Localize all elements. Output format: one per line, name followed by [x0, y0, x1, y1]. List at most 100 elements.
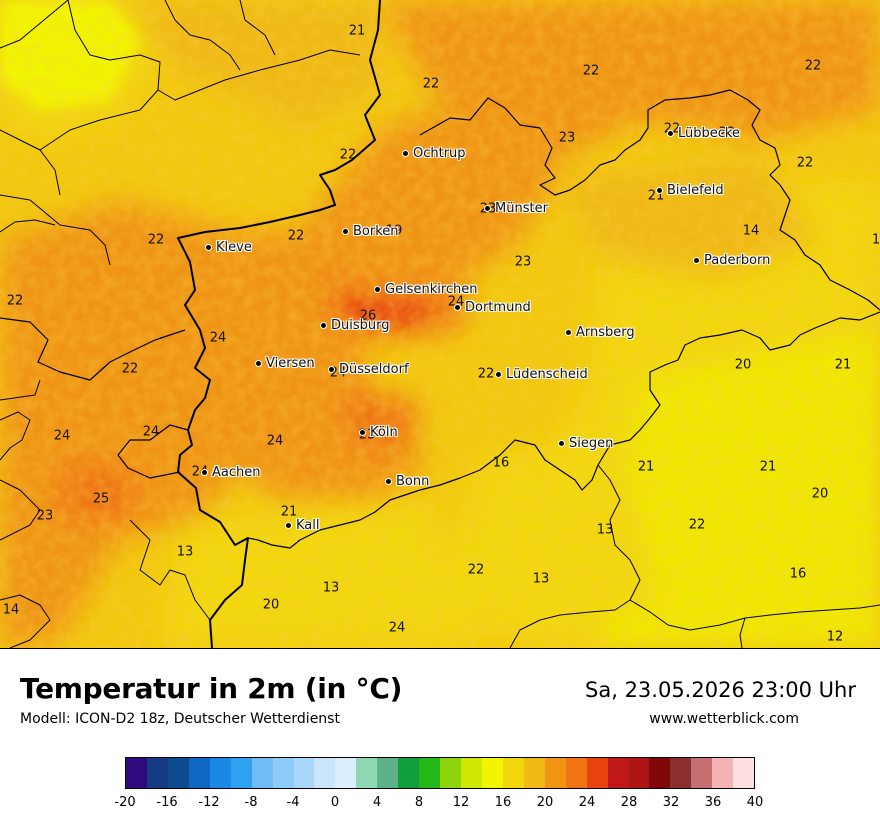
city-marker	[402, 150, 409, 157]
city-marker	[385, 478, 392, 485]
temp-value: 22	[147, 232, 165, 248]
legend-swatch	[356, 758, 378, 788]
city-luebbecke[interactable]: Lübbecke	[667, 127, 740, 141]
legend-tick-label: 24	[578, 795, 596, 810]
temp-value: 22	[582, 63, 600, 79]
legend-swatch	[440, 758, 461, 788]
city-duesseldorf[interactable]: Düsseldorf	[328, 363, 409, 377]
city-marker	[495, 371, 502, 378]
legend-swatch	[461, 758, 482, 788]
city-kleve[interactable]: Kleve	[205, 241, 252, 255]
city-gelsenkirchen[interactable]: Gelsenkirchen	[374, 283, 478, 297]
temp-value: 21	[348, 23, 366, 39]
temperature-map[interactable]: 21 22 22 22 23 22 22 22 22 19 23 22 23 2…	[0, 0, 880, 649]
temp-value: 22	[796, 155, 814, 171]
temp-value: 25	[92, 491, 110, 507]
temp-value: 22	[287, 228, 305, 244]
city-siegen[interactable]: Siegen	[558, 437, 613, 451]
legend-tick-label: -4	[286, 795, 300, 810]
legend-tick-label: 36	[704, 795, 722, 810]
model-info: Modell: ICON-D2 18z, Deutscher Wetterdie…	[20, 711, 340, 727]
city-label: Kleve	[216, 240, 252, 255]
temp-value: 22	[688, 517, 706, 533]
city-luedenscheid[interactable]: Lüdenscheid	[495, 368, 588, 382]
city-marker	[558, 440, 565, 447]
temp-value: 22	[477, 366, 495, 382]
city-marker	[201, 469, 208, 476]
city-label: Lübbecke	[678, 126, 740, 141]
city-viersen[interactable]: Viersen	[255, 357, 315, 371]
city-label: Bonn	[396, 474, 430, 489]
legend-swatch	[398, 758, 420, 788]
map-title: Temperatur in 2m (in °C)	[20, 672, 403, 705]
city-label: Duisburg	[331, 318, 390, 333]
city-marker	[656, 187, 663, 194]
legend-swatch	[251, 758, 273, 788]
city-marker	[342, 228, 349, 235]
website-link[interactable]: www.wetterblick.com	[649, 711, 799, 727]
city-marker	[255, 360, 262, 367]
legend-swatch	[293, 758, 315, 788]
city-duisburg[interactable]: Duisburg	[320, 319, 390, 333]
temp-value: 19	[385, 223, 403, 239]
city-paderborn[interactable]: Paderborn	[693, 254, 770, 268]
temp-value: 13	[596, 522, 614, 538]
temp-value: 14	[2, 602, 20, 618]
map-canvas	[0, 0, 880, 648]
temp-value: 14	[742, 223, 760, 239]
temp-value: 16	[789, 566, 807, 582]
temp-value: 13	[532, 571, 550, 587]
legend-swatch	[523, 758, 545, 788]
city-bielefeld[interactable]: Bielefeld	[656, 184, 724, 198]
city-marker	[693, 257, 700, 264]
city-bonn[interactable]: Bonn	[385, 475, 429, 489]
city-label: Borken	[353, 224, 399, 239]
legend-tick-label: 4	[372, 795, 382, 810]
legend-swatch	[649, 758, 671, 788]
city-marker	[374, 286, 381, 293]
city-marker	[484, 205, 491, 212]
city-ochtrup[interactable]: Ochtrup	[402, 147, 466, 161]
legend-swatch	[126, 758, 147, 788]
legend-swatch	[188, 758, 210, 788]
legend-swatch	[335, 758, 357, 788]
city-dortmund[interactable]: Dortmund	[454, 301, 531, 315]
city-label: Lüdenscheid	[506, 367, 588, 382]
temp-value: 24	[388, 620, 406, 636]
city-label: Düsseldorf	[339, 362, 409, 377]
legend-swatch	[544, 758, 566, 788]
temp-value: 24	[209, 330, 227, 346]
legend-tick-label: -8	[244, 795, 258, 810]
legend-swatch	[419, 758, 441, 788]
legend-tick-label: 8	[414, 795, 424, 810]
legend-tick-label: 20	[536, 795, 554, 810]
city-marker	[667, 130, 674, 137]
legend-swatch	[712, 758, 734, 788]
temp-value: 13	[176, 544, 194, 560]
temp-value: 22	[718, 125, 736, 141]
city-label: Siegen	[569, 436, 614, 451]
legend-swatch	[502, 758, 524, 788]
legend-swatch	[691, 758, 713, 788]
temp-value: 24	[266, 433, 284, 449]
temp-value: 22	[804, 58, 822, 74]
city-koeln[interactable]: Köln	[359, 426, 398, 440]
city-marker	[359, 429, 366, 436]
city-kall[interactable]: Kall	[285, 519, 320, 533]
legend-swatch	[377, 758, 399, 788]
legend-swatch	[314, 758, 336, 788]
legend-swatch	[670, 758, 692, 788]
city-borken[interactable]: Borken	[342, 225, 399, 239]
temp-value: 22	[467, 562, 485, 578]
temp-value: 26	[359, 308, 377, 324]
temp-value: 23	[558, 130, 576, 146]
city-aachen[interactable]: Aachen	[201, 466, 260, 480]
temp-value: 22	[339, 147, 357, 163]
city-marker	[205, 244, 212, 251]
temp-value: 21	[280, 504, 298, 520]
city-arnsberg[interactable]: Arnsberg	[565, 326, 635, 340]
city-muenster[interactable]: Münster	[484, 202, 548, 216]
legend-tick-label: 12	[452, 795, 470, 810]
temp-value: 13	[322, 580, 340, 596]
city-label: Gelsenkirchen	[385, 282, 478, 297]
